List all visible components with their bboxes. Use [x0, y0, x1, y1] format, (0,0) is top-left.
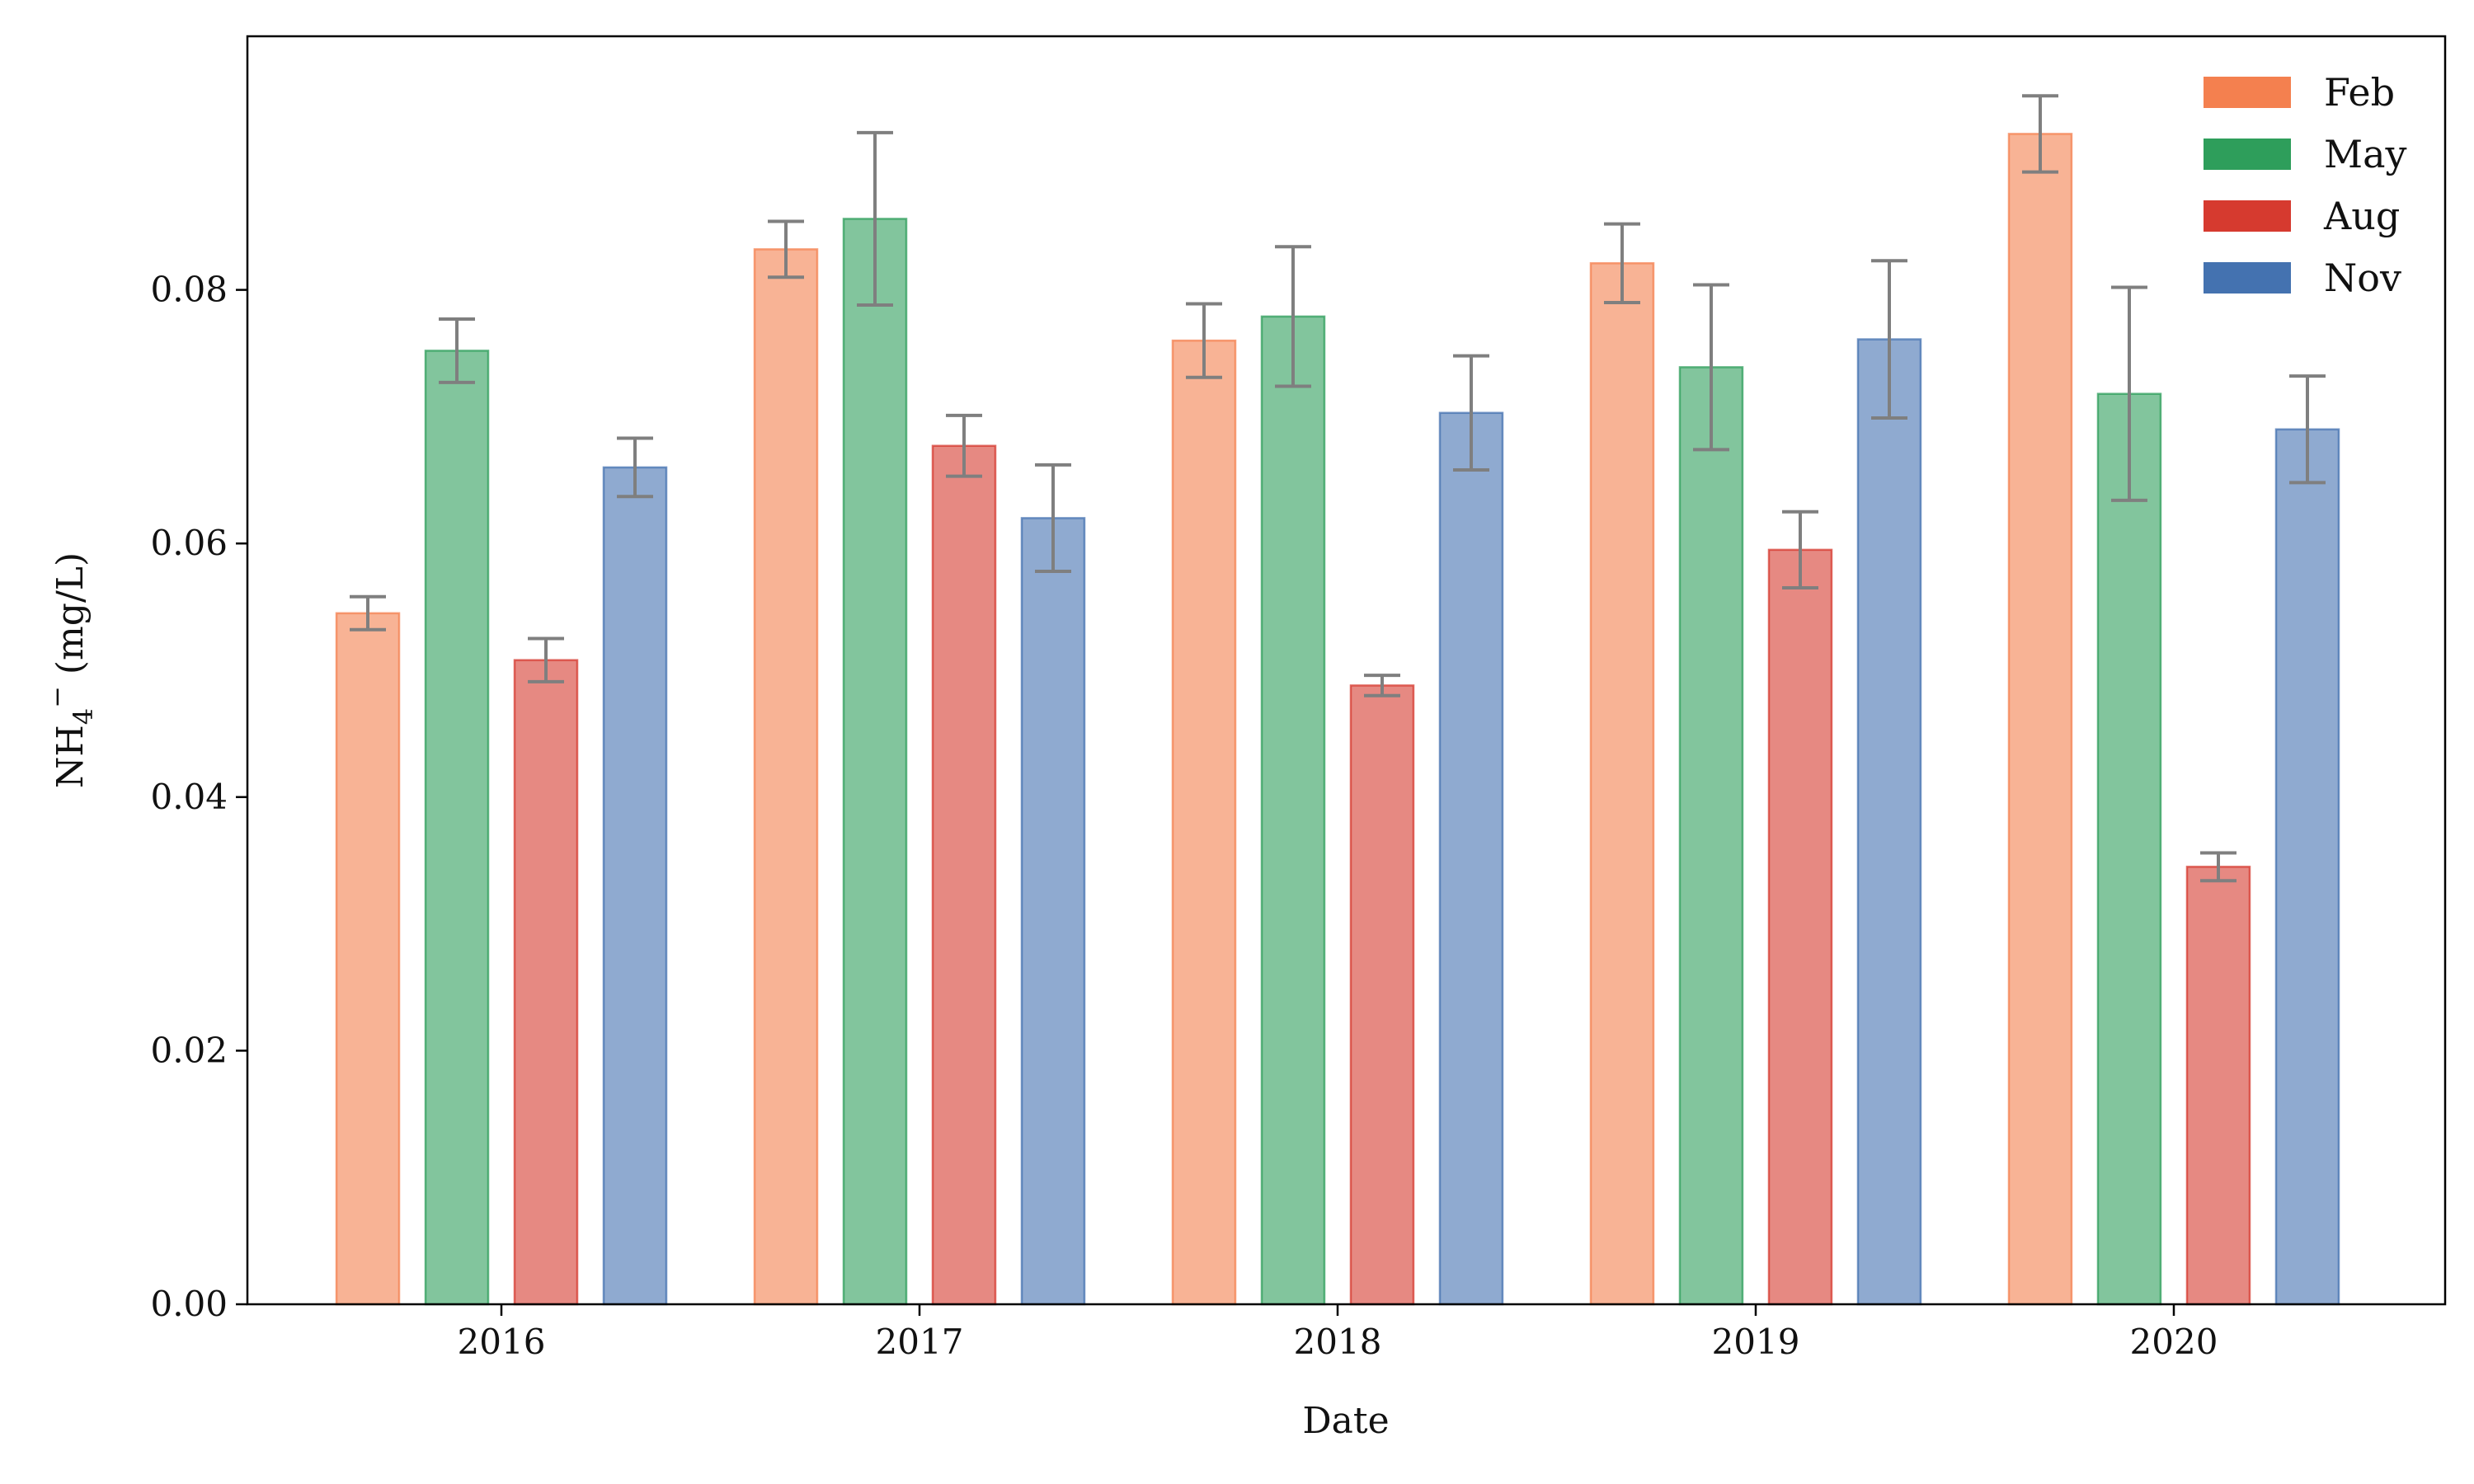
- bar-may-2020: [2096, 392, 2162, 1306]
- x-tick-label: 2019: [1712, 1322, 1800, 1362]
- bar-feb-2017: [753, 248, 819, 1306]
- legend-swatch-may: [2204, 139, 2291, 170]
- x-axis-title: Date: [1302, 1400, 1389, 1442]
- y-tick-label: 0.00: [150, 1284, 228, 1324]
- bar-aug-2017: [931, 444, 997, 1306]
- bar-aug-2016: [513, 659, 579, 1306]
- x-tick-label: 2018: [1294, 1322, 1382, 1362]
- legend-label-feb: Feb: [2324, 70, 2395, 115]
- legend-label-may: May: [2324, 132, 2407, 176]
- bar-nov-2016: [602, 466, 668, 1306]
- x-tick-label: 2016: [458, 1322, 546, 1362]
- y-axis-title-superscript: −: [41, 686, 73, 708]
- bar-feb-2018: [1171, 339, 1237, 1306]
- bar-nov-2019: [1856, 338, 1922, 1306]
- bar-nov-2018: [1438, 411, 1504, 1306]
- bar-feb-2020: [2007, 133, 2073, 1306]
- bar-may-2019: [1678, 366, 1744, 1306]
- y-tick-label: 0.08: [150, 270, 228, 310]
- legend-swatch-aug: [2204, 200, 2291, 232]
- bar-may-2016: [424, 350, 490, 1306]
- y-axis: 0.00 0.02 0.04 0.06 0.08: [150, 270, 247, 1324]
- bar-nov-2020: [2274, 428, 2340, 1306]
- legend: Feb May Aug Nov: [2204, 70, 2407, 300]
- y-axis-title-base: NH: [49, 725, 92, 788]
- legend-swatch-feb: [2204, 77, 2291, 108]
- bars-layer: [335, 133, 2340, 1306]
- y-tick-label: 0.04: [150, 777, 228, 817]
- x-axis: 2016 2017 2018 2019 2020: [458, 1304, 2218, 1362]
- bar-aug-2020: [2185, 866, 2251, 1306]
- legend-swatch-nov: [2204, 262, 2291, 294]
- bar-feb-2019: [1589, 262, 1655, 1306]
- plot-frame: [246, 35, 2447, 1306]
- y-axis-title: NH4− (mg/L): [41, 552, 99, 788]
- y-tick-label: 0.02: [150, 1030, 228, 1070]
- y-tick-label: 0.06: [150, 523, 228, 563]
- x-tick-label: 2017: [876, 1322, 964, 1362]
- legend-label-aug: Aug: [2323, 194, 2400, 238]
- errorbars-layer: [350, 94, 2326, 883]
- bar-nov-2017: [1020, 517, 1086, 1306]
- legend-label-nov: Nov: [2324, 256, 2401, 300]
- y-axis-title-subscript: 4: [68, 708, 99, 725]
- bar-may-2018: [1260, 315, 1326, 1306]
- bar-feb-2016: [335, 612, 401, 1306]
- x-tick-label: 2020: [2130, 1322, 2218, 1362]
- bar-aug-2018: [1349, 684, 1415, 1306]
- bar-may-2017: [842, 218, 908, 1306]
- bar-aug-2019: [1767, 548, 1833, 1306]
- y-axis-title-unit: (mg/L): [49, 552, 92, 686]
